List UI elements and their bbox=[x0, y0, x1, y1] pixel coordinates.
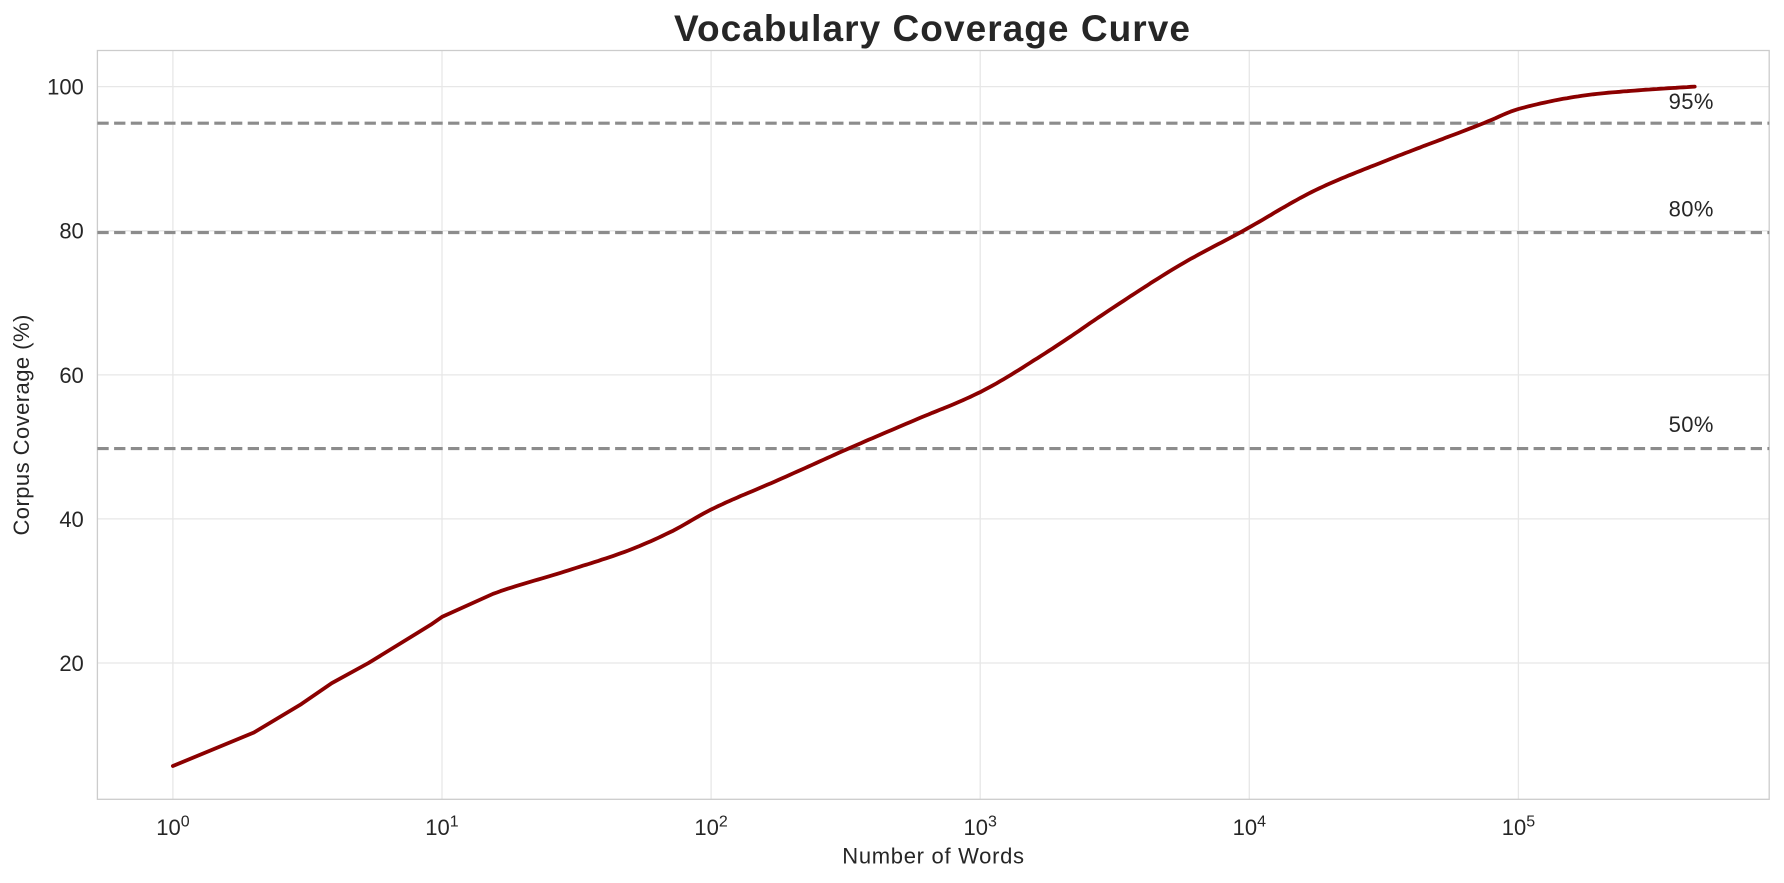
svg-text:20: 20 bbox=[59, 651, 83, 676]
svg-text:80%: 80% bbox=[1669, 197, 1714, 222]
svg-text:100: 100 bbox=[47, 75, 84, 100]
svg-text:Vocabulary Coverage Curve: Vocabulary Coverage Curve bbox=[674, 8, 1191, 49]
svg-text:60: 60 bbox=[59, 363, 83, 388]
svg-text:80: 80 bbox=[59, 219, 83, 244]
svg-text:40: 40 bbox=[59, 507, 83, 532]
svg-text:Corpus Coverage (%): Corpus Coverage (%) bbox=[9, 314, 34, 535]
svg-text:95%: 95% bbox=[1669, 89, 1714, 114]
svg-text:Number of Words: Number of Words bbox=[842, 844, 1024, 869]
svg-text:50%: 50% bbox=[1669, 412, 1714, 437]
svg-text:100: 100 bbox=[156, 814, 189, 840]
